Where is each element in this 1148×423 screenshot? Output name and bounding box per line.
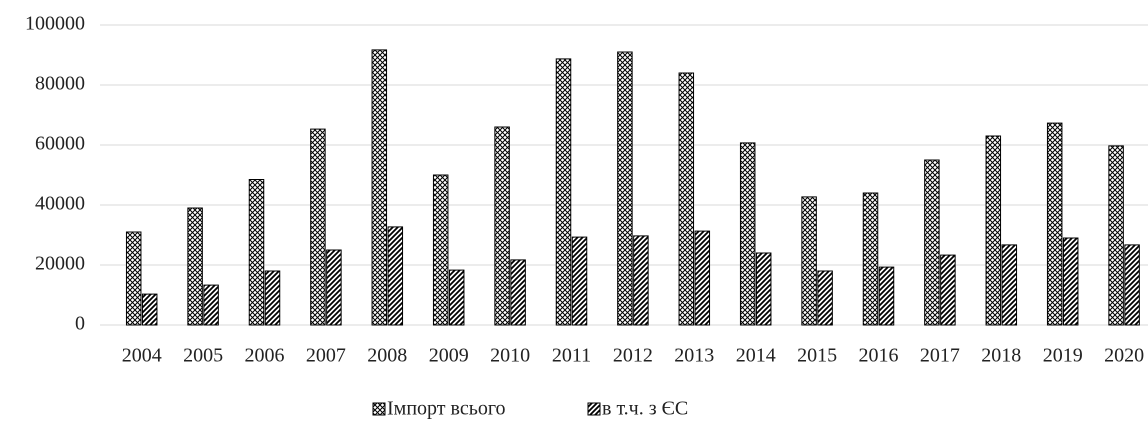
bar bbox=[617, 51, 633, 326]
x-tick-label: 2018 bbox=[981, 345, 1021, 367]
bar bbox=[1124, 244, 1140, 326]
legend-swatch bbox=[372, 402, 386, 416]
bar bbox=[510, 259, 526, 326]
y-tick-label: 80000 bbox=[35, 73, 85, 95]
x-tick-label: 2010 bbox=[490, 345, 530, 367]
bar bbox=[755, 252, 772, 326]
bar bbox=[387, 226, 404, 326]
x-tick-label: 2012 bbox=[613, 345, 653, 367]
bar bbox=[187, 207, 203, 326]
bar bbox=[633, 235, 649, 326]
bar bbox=[801, 196, 817, 326]
x-tick-label: 2013 bbox=[674, 345, 714, 367]
bar bbox=[141, 293, 158, 326]
bar bbox=[494, 126, 510, 326]
x-tick-label: 2015 bbox=[797, 345, 837, 367]
legend-swatch bbox=[587, 402, 601, 416]
bar bbox=[817, 270, 833, 326]
x-tick-label: 2004 bbox=[122, 345, 162, 367]
bar bbox=[264, 270, 281, 326]
legend-label: в т.ч. з ЄС bbox=[602, 398, 688, 420]
x-tick-label: 2005 bbox=[183, 345, 223, 367]
bar bbox=[985, 135, 1002, 326]
y-tick-label: 0 bbox=[75, 313, 85, 335]
y-tick-label: 100000 bbox=[25, 13, 85, 35]
bar bbox=[1108, 145, 1124, 326]
bar bbox=[326, 249, 342, 326]
x-tick-label: 2007 bbox=[306, 345, 346, 367]
x-tick-label: 2014 bbox=[736, 345, 776, 367]
x-tick-label: 2020 bbox=[1104, 345, 1144, 367]
x-tick-label: 2017 bbox=[920, 345, 960, 367]
bar bbox=[678, 72, 695, 326]
bar bbox=[940, 254, 956, 326]
x-tick-label: 2019 bbox=[1043, 345, 1083, 367]
bar bbox=[310, 128, 326, 326]
bar bbox=[555, 58, 572, 326]
x-tick-label: 2006 bbox=[245, 345, 285, 367]
x-tick-label: 2011 bbox=[552, 345, 591, 367]
bar bbox=[694, 230, 711, 326]
x-tick-label: 2009 bbox=[429, 345, 469, 367]
x-tick-label: 2016 bbox=[859, 345, 899, 367]
bar bbox=[924, 159, 940, 326]
x-tick-label: 2008 bbox=[367, 345, 407, 367]
bar bbox=[571, 236, 588, 326]
bar bbox=[1062, 237, 1079, 326]
y-tick-label: 40000 bbox=[35, 193, 85, 215]
bar bbox=[862, 192, 879, 326]
bar bbox=[125, 231, 142, 326]
bar bbox=[1001, 244, 1018, 326]
legend-label: Імпорт всього bbox=[387, 398, 506, 420]
bar bbox=[878, 266, 895, 326]
bar bbox=[448, 269, 465, 326]
bar bbox=[1046, 122, 1063, 326]
y-tick-label: 60000 bbox=[35, 133, 85, 155]
bar bbox=[739, 142, 756, 326]
bar bbox=[371, 49, 388, 326]
y-tick-label: 20000 bbox=[35, 253, 85, 275]
bar bbox=[248, 179, 265, 326]
bar bbox=[203, 284, 219, 326]
bar bbox=[432, 174, 449, 326]
